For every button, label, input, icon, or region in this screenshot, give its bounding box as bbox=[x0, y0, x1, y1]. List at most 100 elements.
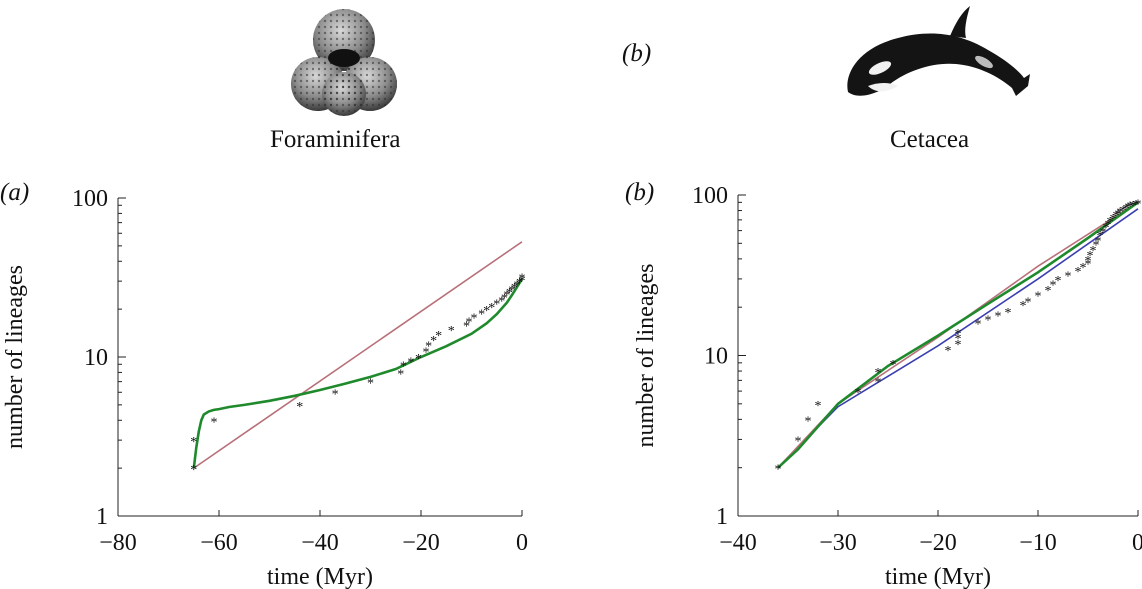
data-point: * bbox=[1130, 199, 1137, 214]
data-point: * bbox=[1125, 201, 1132, 216]
y-axis-label: number of lineages bbox=[633, 264, 659, 448]
data-point: * bbox=[775, 463, 782, 478]
data-point: * bbox=[1087, 249, 1094, 264]
data-point: * bbox=[1135, 197, 1142, 212]
data-point: * bbox=[1075, 265, 1082, 280]
organism-name-cetacea: Cetacea bbox=[890, 126, 970, 153]
data-point: * bbox=[805, 414, 812, 429]
data-point: * bbox=[875, 375, 882, 390]
data-point: * bbox=[463, 320, 470, 335]
data-point: * bbox=[985, 314, 992, 329]
data-point: * bbox=[1085, 257, 1092, 272]
panel-label: (a) bbox=[0, 179, 29, 206]
data-point: * bbox=[1100, 226, 1107, 241]
foraminifera-shell-icon bbox=[291, 9, 397, 116]
data-point: * bbox=[1055, 274, 1062, 289]
data-point: * bbox=[1045, 284, 1052, 299]
data-point: * bbox=[1035, 289, 1042, 304]
data-point: * bbox=[190, 435, 197, 450]
data-point: * bbox=[1005, 306, 1012, 321]
data-point: * bbox=[1120, 204, 1127, 219]
data-point: * bbox=[367, 377, 374, 392]
top-panel-label: (b) bbox=[622, 40, 652, 67]
data-point: * bbox=[795, 434, 802, 449]
data-point: * bbox=[519, 272, 526, 287]
data-point: * bbox=[1123, 202, 1130, 217]
y-tick-label: 1 bbox=[96, 504, 108, 530]
data-point: * bbox=[1127, 200, 1134, 215]
data-point: * bbox=[1093, 238, 1100, 253]
x-axis-label: time (Myr) bbox=[885, 564, 991, 589]
data-point: * bbox=[483, 304, 490, 319]
organism-name-foraminifera: Foraminifera bbox=[270, 126, 401, 153]
x-tick-label: 0 bbox=[516, 530, 528, 556]
data-point: * bbox=[1110, 212, 1117, 227]
data-point: * bbox=[875, 366, 882, 381]
y-tick-label: 10 bbox=[704, 344, 728, 370]
data-point: * bbox=[945, 344, 952, 359]
data-point: * bbox=[430, 334, 437, 349]
data-point: * bbox=[1115, 207, 1122, 222]
x-tick-label: −60 bbox=[200, 530, 238, 556]
data-point: * bbox=[210, 415, 217, 430]
data-point: * bbox=[435, 329, 442, 344]
chart-panel-0: −80 −60 −40 −20 0 1 10 100 time (Myr) number of l… bbox=[0, 179, 528, 589]
data-point: * bbox=[1113, 209, 1120, 224]
panel-label: (b) bbox=[625, 179, 654, 206]
x-tick-label: 0 bbox=[1132, 530, 1142, 556]
data-point: * bbox=[478, 308, 485, 323]
data-point: * bbox=[1107, 215, 1114, 230]
x-tick-label: −10 bbox=[1019, 530, 1057, 556]
x-tick-label: −30 bbox=[819, 530, 857, 556]
data-point: * bbox=[519, 274, 526, 289]
data-point: * bbox=[423, 345, 430, 360]
x-tick-label: −40 bbox=[719, 530, 757, 556]
data-point: * bbox=[1103, 221, 1110, 236]
x-tick-label: −20 bbox=[919, 530, 957, 556]
data-point: * bbox=[498, 294, 505, 309]
data-point: * bbox=[448, 324, 455, 339]
data-point: * bbox=[190, 463, 197, 478]
data-point: * bbox=[815, 399, 822, 414]
data-point: * bbox=[296, 400, 303, 415]
y-tick-label: 100 bbox=[72, 186, 108, 212]
data-point: * bbox=[1133, 198, 1140, 213]
data-point: * bbox=[1095, 234, 1102, 249]
data-point: * bbox=[332, 387, 339, 402]
data-point: * bbox=[407, 356, 414, 371]
data-point: * bbox=[1117, 206, 1124, 221]
data-point: * bbox=[425, 339, 432, 354]
data-point: * bbox=[1105, 218, 1112, 233]
data-point: * bbox=[955, 338, 962, 353]
y-tick-label: 10 bbox=[84, 345, 108, 371]
data-point: * bbox=[1025, 296, 1032, 311]
data-point: * bbox=[516, 276, 523, 291]
y-tick-label: 100 bbox=[692, 183, 728, 209]
orca-whale-icon bbox=[847, 6, 1030, 96]
data-point: * bbox=[1085, 254, 1092, 269]
data-point: * bbox=[513, 278, 520, 293]
data-point: * bbox=[488, 301, 495, 316]
data-point: * bbox=[855, 386, 862, 401]
data-point: * bbox=[415, 352, 422, 367]
data-point: * bbox=[955, 332, 962, 347]
series-line-0 bbox=[193, 241, 523, 469]
x-tick-label: −40 bbox=[301, 530, 339, 556]
series-line-1 bbox=[192, 278, 524, 469]
data-point: * bbox=[890, 358, 897, 373]
x-tick-label: −20 bbox=[402, 530, 440, 556]
x-tick-label: −80 bbox=[99, 530, 137, 556]
data-point: * bbox=[1080, 261, 1087, 276]
series-line-2 bbox=[777, 201, 1139, 469]
y-tick-label: 1 bbox=[716, 504, 728, 530]
data-point: * bbox=[503, 289, 510, 304]
data-point: * bbox=[493, 298, 500, 313]
data-point: * bbox=[975, 318, 982, 333]
chart-panel-1: −40 −30 −20 −10 0 1 10 100 time (Myr) number of l… bbox=[625, 179, 1142, 589]
data-point: * bbox=[501, 292, 508, 307]
data-point: * bbox=[1020, 299, 1027, 314]
data-point: * bbox=[465, 315, 472, 330]
data-point: * bbox=[400, 359, 407, 374]
y-axis-label: number of lineages bbox=[2, 265, 28, 449]
